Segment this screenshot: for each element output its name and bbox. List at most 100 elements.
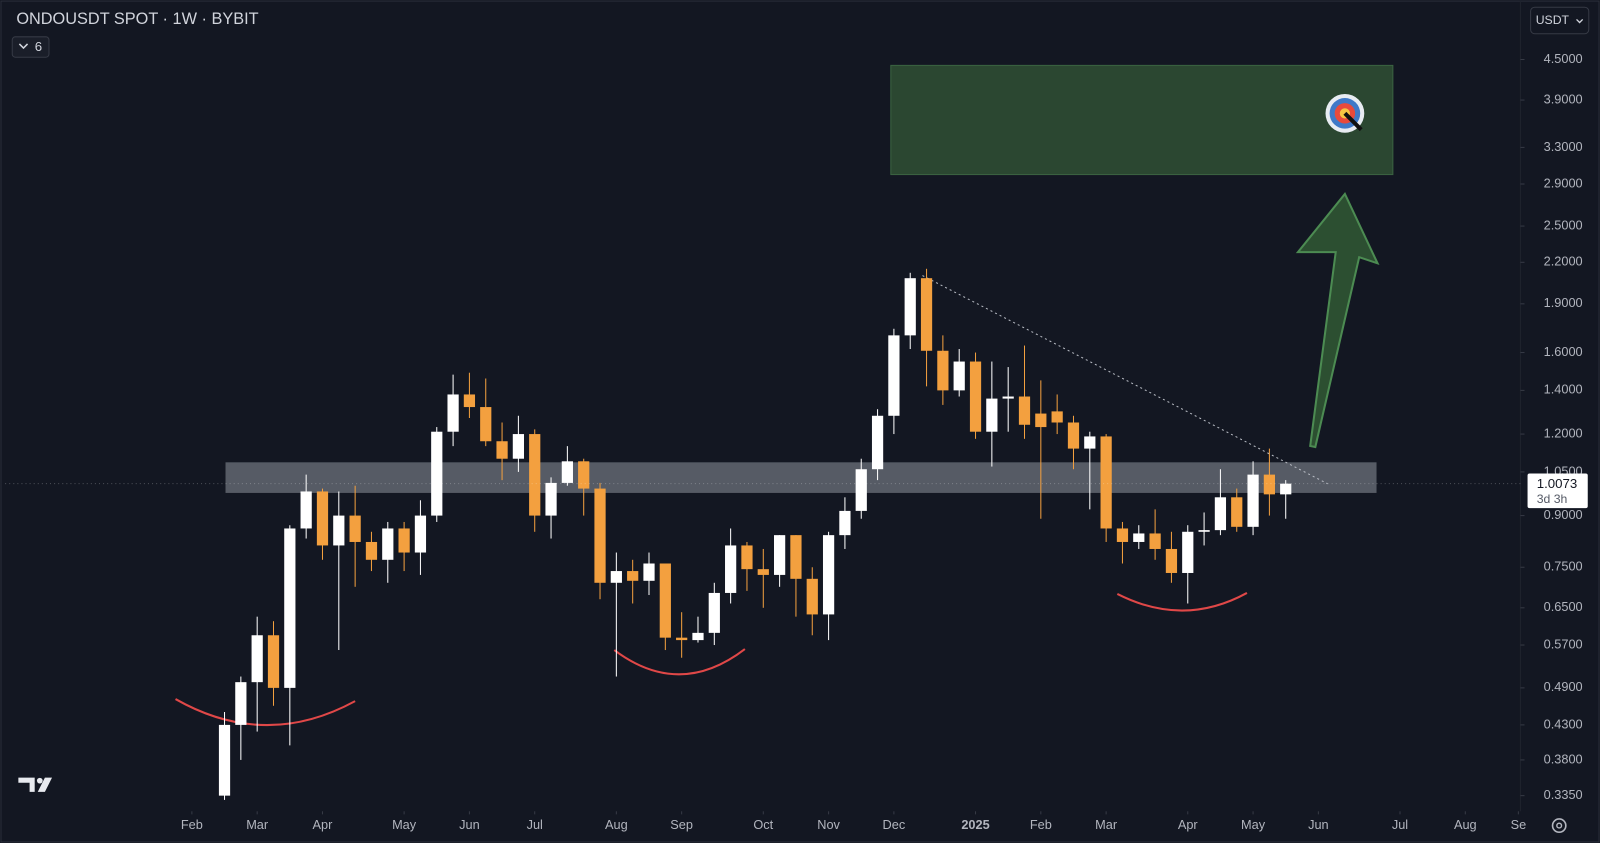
candle-body — [365, 541, 378, 560]
y-tick-label: 0.7500 — [1544, 559, 1583, 574]
y-tick-label: 0.4900 — [1544, 679, 1583, 694]
candle-body — [953, 361, 965, 391]
candle — [1035, 380, 1047, 519]
candle-body — [1100, 436, 1112, 529]
x-tick-label: May — [392, 817, 417, 832]
x-tick-label: Aug — [1454, 817, 1477, 832]
candle-body — [986, 398, 998, 432]
candle — [414, 500, 427, 575]
x-tick-label: Jul — [527, 817, 543, 832]
candle — [235, 676, 247, 760]
price-tag-countdown: 3d 3h — [1537, 492, 1568, 506]
x-tick-label: Mar — [246, 817, 269, 832]
x-tick-label: Oct — [753, 817, 773, 832]
candle — [300, 474, 312, 539]
x-tick-label: May — [1241, 817, 1266, 832]
candle-body — [1002, 396, 1014, 399]
tradingview-logo — [18, 777, 53, 792]
candle-body — [480, 407, 492, 442]
settings-icon[interactable] — [1551, 818, 1567, 834]
gear[interactable] — [1551, 818, 1567, 834]
candle-body — [235, 682, 247, 725]
candle — [953, 349, 965, 397]
candle — [578, 458, 590, 516]
x-tick-label: Dec — [883, 817, 906, 832]
candle-body — [1214, 497, 1227, 531]
x-tick-label: Feb — [181, 817, 203, 832]
candle-body — [251, 635, 263, 683]
candle — [1198, 512, 1210, 546]
symbol-title: ONDOUSDT SPOT · 1W · BYBIT — [16, 10, 258, 28]
candle — [1018, 345, 1031, 439]
candle — [643, 552, 655, 596]
candle — [1165, 531, 1178, 583]
y-tick-label: 0.4300 — [1544, 716, 1583, 731]
candle — [1100, 434, 1112, 542]
candle — [447, 374, 459, 447]
x-tick-label: Apr — [313, 817, 334, 832]
x-tick-label: Mar — [1095, 817, 1118, 832]
candle-body — [1198, 530, 1210, 532]
indicator-toggle[interactable]: 6 — [11, 36, 50, 58]
price-tag — [1527, 473, 1588, 509]
candle — [773, 535, 786, 587]
candle-body — [643, 563, 655, 581]
bottom-arc — [613, 648, 746, 676]
bottom-arc — [175, 698, 356, 727]
candle — [1247, 461, 1259, 536]
candle — [1133, 525, 1145, 549]
candle-body — [610, 571, 622, 583]
candle-body — [333, 515, 345, 546]
y-tick-label: 1.4000 — [1544, 382, 1583, 397]
x-tick-label: Feb — [1030, 817, 1052, 832]
candle — [904, 272, 916, 350]
x-tick-label: Apr — [1178, 817, 1199, 832]
candle-body — [1018, 396, 1031, 425]
y-tick-label: 0.3800 — [1544, 751, 1583, 766]
candle — [920, 268, 933, 387]
y-tick-label: 0.9000 — [1544, 507, 1583, 522]
currency-selector[interactable]: USDT — [1530, 6, 1590, 35]
candle-body — [594, 488, 606, 583]
currency-button[interactable] — [1530, 6, 1590, 35]
candle — [382, 521, 394, 583]
candle-body — [871, 415, 884, 470]
indicator-button[interactable] — [11, 36, 50, 58]
candle-body — [937, 350, 949, 391]
candle — [1214, 469, 1227, 536]
candle-body — [561, 461, 573, 483]
y-tick-label: 1.2000 — [1544, 425, 1583, 440]
candle-body — [300, 491, 312, 529]
gear-center — [1556, 822, 1563, 829]
x-tick-label: Se — [1511, 817, 1527, 832]
candle-body — [888, 335, 900, 416]
candle-body — [969, 361, 982, 432]
candles — [218, 268, 1292, 800]
candle — [561, 446, 573, 486]
candle-body — [692, 632, 704, 641]
y-tick-label: 0.3350 — [1544, 787, 1583, 802]
price-tag-value: 1.0073 — [1537, 476, 1578, 491]
candle — [839, 497, 851, 549]
candle — [333, 491, 345, 651]
candle-body — [349, 515, 361, 542]
candle — [1002, 367, 1014, 432]
y-tick-label: 1.6000 — [1544, 344, 1583, 359]
candle-body — [1133, 533, 1145, 542]
candle-body — [676, 637, 688, 641]
y-tick-label: 0.5700 — [1544, 636, 1583, 651]
target-icon — [1325, 93, 1365, 133]
x-tick-label: Jun — [1308, 817, 1329, 832]
candle-body — [529, 434, 541, 516]
y-tick-label: 4.5000 — [1544, 51, 1583, 66]
candle — [1280, 480, 1292, 519]
candle-body — [284, 528, 296, 688]
target-zone — [890, 64, 1394, 176]
candle — [431, 427, 443, 522]
candle-body — [904, 278, 916, 336]
candle — [725, 528, 737, 604]
candle-body — [1247, 474, 1259, 527]
x-tick-label: Jul — [1392, 817, 1408, 832]
candle — [806, 567, 818, 636]
